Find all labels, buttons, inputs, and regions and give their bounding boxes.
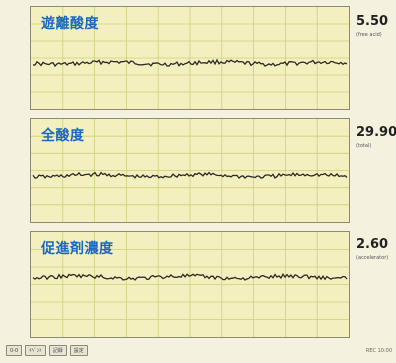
readout-sub-total-acidity: (total) — [356, 143, 372, 149]
trend-chart-accelerator — [31, 232, 349, 337]
trend-panel-accelerator: 促進剤濃度 — [30, 231, 350, 338]
panel-title-total-acidity: 全酸度 — [41, 128, 85, 144]
panel-title-free-acidity: 遊離酸度 — [41, 16, 99, 32]
toolbar-button-reset[interactable]: 0-0 — [6, 345, 23, 356]
readout-free-acidity: 5.50 — [356, 14, 389, 29]
readout-total-acidity: 29.90 — [356, 125, 396, 140]
toolbar-button-settings[interactable]: 設定 — [69, 345, 88, 356]
bottom-toolbar: 0-0 ｲﾍﾞﾝﾄ 記録 設定 — [6, 345, 88, 357]
toolbar-button-record[interactable]: 記録 — [48, 345, 67, 356]
panel-title-accelerator: 促進剤濃度 — [41, 241, 114, 257]
trend-panel-free-acidity: 遊離酸度 — [30, 6, 350, 110]
status-text: REC 10:00 — [365, 348, 392, 354]
trend-trace — [32, 272, 348, 281]
trend-trace — [32, 58, 348, 68]
trend-chart-total-acidity — [31, 119, 349, 222]
trend-panel-total-acidity: 全酸度 — [30, 118, 350, 223]
readout-sub-accelerator: (accelerator) — [356, 255, 389, 261]
trend-chart-free-acidity — [31, 7, 349, 109]
toolbar-button-event[interactable]: ｲﾍﾞﾝﾄ — [25, 345, 46, 356]
readout-accelerator: 2.60 — [356, 237, 389, 252]
trend-trace — [32, 171, 348, 180]
readout-sub-free-acidity: (free acid) — [356, 32, 382, 38]
